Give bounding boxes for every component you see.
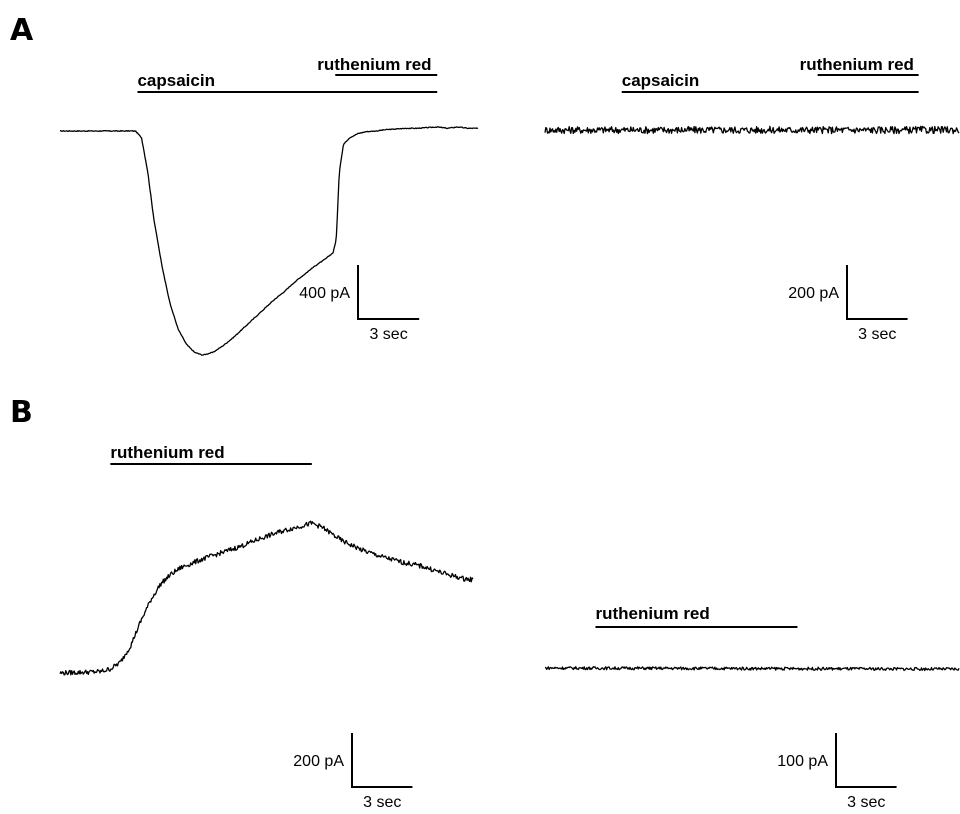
current-trace <box>544 666 960 672</box>
scale-bar-time-label: 3 sec <box>847 794 885 811</box>
scale-bar <box>351 733 413 788</box>
scale-bar-current-label: 200 pA <box>788 285 839 302</box>
scale-bar <box>846 265 908 320</box>
scale-bar-time-label: 3 sec <box>369 326 407 343</box>
panel-letter-a: A <box>10 13 34 48</box>
scale-bar <box>357 265 420 320</box>
current-trace <box>60 126 479 356</box>
chart-a-left: capsaicin ruthenium red 400 pA 3 sec <box>60 55 479 356</box>
scale-bar-current-label: 200 pA <box>293 753 344 770</box>
scale-bar-time-label: 3 sec <box>858 326 896 343</box>
application-bar-label-2: ruthenium red <box>317 55 431 74</box>
chart-b-left: ruthenium red 200 pA 3 sec <box>59 443 474 811</box>
chart-b-right: ruthenium red 100 pA 3 sec <box>544 604 960 811</box>
scale-bar-current-label: 400 pA <box>299 285 350 302</box>
application-bar-label-1: capsaicin <box>622 71 700 90</box>
current-trace <box>544 125 960 135</box>
scale-bar-time-label: 3 sec <box>363 794 401 811</box>
current-trace <box>59 520 474 676</box>
scale-bar <box>835 733 897 788</box>
panel-letter-b: B <box>10 395 33 430</box>
application-bar-label-1: ruthenium red <box>595 604 709 623</box>
chart-a-right: capsaicin ruthenium red 200 pA 3 sec <box>544 55 960 343</box>
application-bar-label-1: ruthenium red <box>110 443 224 462</box>
application-bar-label-2: ruthenium red <box>800 55 914 74</box>
scale-bar-current-label: 100 pA <box>777 753 828 770</box>
application-bar-label-1: capsaicin <box>137 71 215 90</box>
